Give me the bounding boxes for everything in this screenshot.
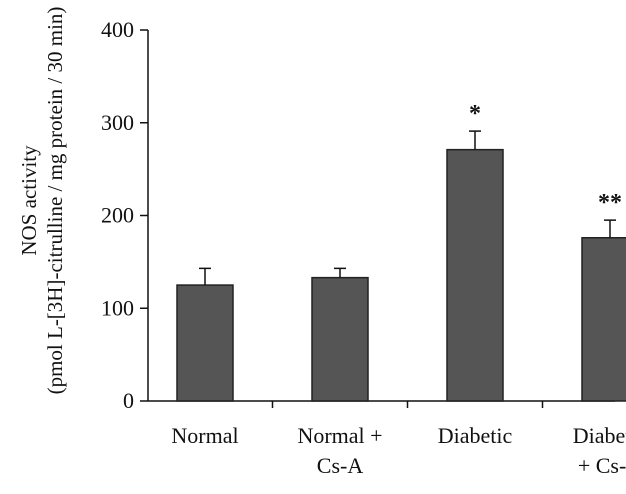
significance-markers: *** xyxy=(469,101,622,216)
bar xyxy=(311,276,369,402)
y-tick-label: 200 xyxy=(101,203,134,228)
y-tick-label: 0 xyxy=(123,388,134,413)
significance-marker: ** xyxy=(598,190,622,216)
y-tick-label: 300 xyxy=(101,110,134,135)
x-category-label: Diabetic+ Cs-A xyxy=(573,423,626,478)
bar xyxy=(581,237,626,402)
y-tick-label: 100 xyxy=(101,295,134,320)
x-axis-labels: Normal Normal +Cs-A Diabetic Diabetic+ Cs-A xyxy=(171,423,626,478)
y-axis-label-line: NOS activity xyxy=(17,145,41,256)
bar xyxy=(176,284,234,402)
y-axis-label: NOS activity (pmol L-[3H]-citrulline / mg… xyxy=(17,7,67,395)
x-category-label: Normal + Cs-A xyxy=(297,423,382,478)
bar xyxy=(446,148,504,402)
y-tick-label: 400 xyxy=(101,17,134,42)
x-category-label: Diabetic xyxy=(438,423,513,448)
bars xyxy=(176,148,626,402)
significance-marker: * xyxy=(469,101,481,127)
y-axis-label-line: (pmol L-[3H]-citrulline / mg protein / 3… xyxy=(43,7,67,395)
error-bars xyxy=(199,130,616,286)
x-category-label: Normal xyxy=(171,423,238,448)
y-axis-ticks: 0 100 200 300 400 xyxy=(101,17,148,413)
